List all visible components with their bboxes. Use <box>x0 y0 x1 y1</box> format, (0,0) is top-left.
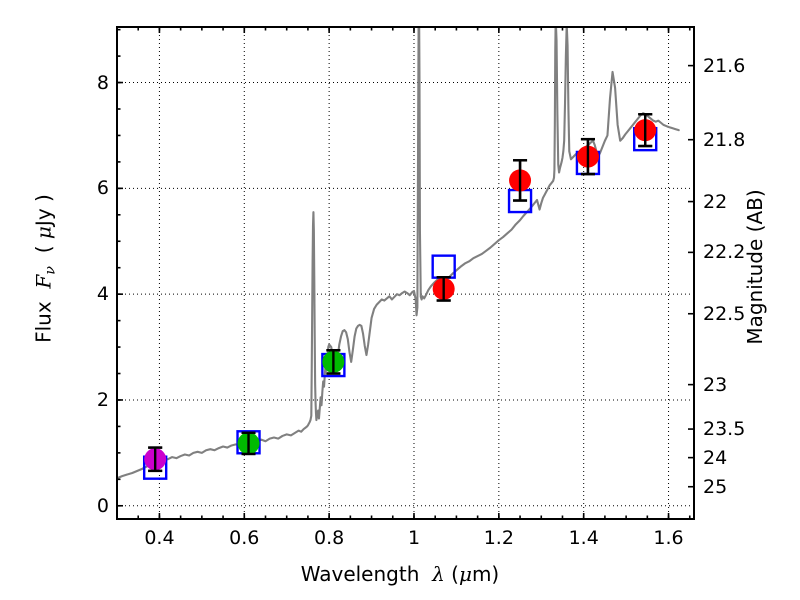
y-axis-label-right: Magnitude (AB) <box>743 17 767 517</box>
model-spectrum-line <box>117 27 680 480</box>
observed-photometry-markers <box>144 113 657 473</box>
y-tick-label-left: 4 <box>96 283 109 306</box>
y-tick-label-right: 22.5 <box>703 302 746 325</box>
y-tick-label-left: 8 <box>96 71 109 94</box>
y-tick-label-left: 6 <box>96 177 109 200</box>
y-axis-label-right-text: Magnitude (AB) <box>743 189 767 345</box>
model-photometry-markers <box>142 126 658 480</box>
y-tick-label-right: 21.6 <box>703 54 746 77</box>
y-tick-label-right: 23 <box>703 373 728 396</box>
y-tick-label-right: 24 <box>703 446 728 469</box>
axis-ticks <box>117 27 694 519</box>
axes-frame <box>116 26 695 520</box>
y-tick-label-right: 23.5 <box>703 418 746 441</box>
x-tick-label: 0.8 <box>314 527 345 549</box>
y-tick-label-left: 0 <box>96 494 109 517</box>
y-tick-label-right: 22 <box>703 190 728 213</box>
x-tick-label: 1.2 <box>483 527 514 549</box>
y-tick-label-left: 2 <box>96 388 109 411</box>
y-tick-label-right: 22.2 <box>703 241 746 264</box>
x-tick-label: 0.6 <box>229 527 260 549</box>
y-tick-label-right: 25 <box>703 475 728 498</box>
x-tick-label: 0.4 <box>144 527 175 549</box>
gridlines <box>117 27 694 519</box>
x-tick-label: 1.6 <box>653 527 684 549</box>
x-tick-label: 1 <box>407 527 421 549</box>
y-axis-label-left: Flux Fν ( μJy ) <box>31 194 59 343</box>
y-tick-label-right: 21.8 <box>703 128 746 151</box>
x-axis-label: Wavelength λ (μm) <box>300 562 500 586</box>
x-tick-label: 1.4 <box>568 527 599 549</box>
